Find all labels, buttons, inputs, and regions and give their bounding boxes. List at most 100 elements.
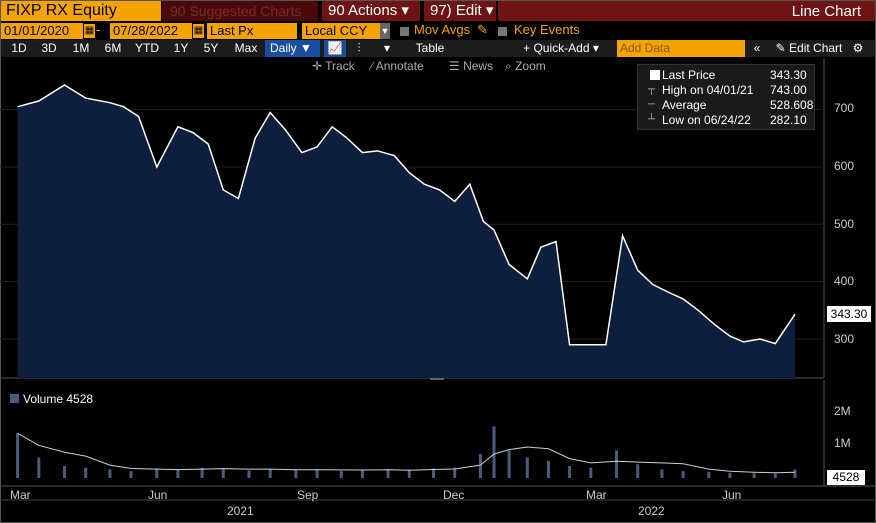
end-date-field[interactable]: 07/28/2022 — [110, 23, 192, 39]
range-1d[interactable]: 1D — [11, 41, 27, 55]
calendar-icon[interactable]: ▦ — [84, 24, 95, 38]
gear-icon[interactable]: ⚙ — [852, 41, 864, 55]
volume-last-tag: 4528 — [827, 470, 865, 485]
volume-bar — [221, 469, 225, 478]
range-3d[interactable]: 3D — [41, 41, 57, 55]
volume-bar — [453, 467, 457, 478]
currency-selector[interactable]: Local CCY — [302, 23, 380, 39]
volume-bar — [108, 469, 112, 478]
volume-legend-label: Volume 4528 — [23, 392, 94, 406]
volume-bar — [492, 426, 496, 478]
chart-legend: Last Price 343.30 ┬ High on 04/01/21 743… — [637, 64, 815, 130]
x-year-2022: 2022 — [638, 504, 665, 518]
range-max[interactable]: Max — [234, 41, 258, 55]
last-price-swatch — [650, 70, 660, 80]
range-5y[interactable]: 5Y — [203, 41, 219, 55]
period-selector[interactable]: Daily ▼ — [265, 40, 320, 57]
annotate-label: Annotate — [375, 59, 424, 73]
legend-low-value: 282.10 — [770, 113, 807, 127]
volume-bar — [707, 471, 711, 478]
volume-bar — [636, 464, 640, 478]
edit-chart-label: Edit Chart — [789, 41, 843, 55]
period-label: Daily — [270, 41, 297, 55]
volume-bar — [84, 467, 88, 478]
volume-legend: Volume 4528 — [10, 392, 93, 406]
vol-tick-2m: 2M — [834, 404, 851, 418]
volume-average-line — [17, 432, 796, 474]
volume-bar — [432, 468, 435, 478]
annotate-tool[interactable]: ⁄ Annotate — [371, 59, 424, 73]
news-tool[interactable]: ☰ News — [449, 59, 494, 73]
range-1y[interactable]: 1Y — [173, 41, 189, 55]
x-tick-sep-2021: Sep — [297, 488, 319, 502]
zoom-tool[interactable]: ⌕ Zoom — [505, 59, 546, 73]
y-tick-400: 400 — [834, 274, 855, 288]
volume-bar — [63, 466, 66, 478]
mov-avgs-checkbox[interactable] — [400, 27, 409, 36]
start-date-field[interactable]: 01/01/2020 — [1, 23, 83, 39]
table-button[interactable]: Table — [415, 41, 445, 55]
last-price-tag: 343.30 — [827, 306, 871, 322]
x-tick-mar-2022: Mar — [586, 488, 607, 502]
suggested-charts-button[interactable]: 90 Suggested Charts — [162, 1, 318, 21]
vol-tick-1m: 1M — [834, 436, 851, 450]
track-label: Track — [325, 59, 355, 73]
key-events-checkbox[interactable] — [498, 27, 507, 36]
range-1m[interactable]: 1M — [72, 41, 90, 55]
mov-avgs-label: Mov Avgs — [414, 22, 471, 37]
volume-bar — [728, 472, 732, 478]
range-ytd[interactable]: YTD — [135, 41, 159, 55]
volume-bar — [268, 469, 272, 478]
x-tick-jun-2022: Jun — [722, 488, 742, 502]
volume-bar — [589, 467, 593, 478]
collapse-icon[interactable]: « — [753, 41, 761, 55]
y-tick-600: 600 — [834, 159, 855, 173]
track-tool[interactable]: ✛ Track — [312, 59, 355, 73]
date-separator: - — [96, 22, 101, 37]
volume-bar — [176, 469, 180, 478]
volume-bar — [507, 450, 511, 478]
zoom-label: Zoom — [515, 59, 546, 73]
volume-bar — [615, 450, 618, 478]
volume-swatch — [10, 394, 19, 403]
volume-bar — [155, 468, 159, 478]
volume-bar — [773, 473, 777, 478]
calendar-icon[interactable]: ▦ — [193, 24, 204, 38]
legend-last-price-value: 343.30 — [770, 68, 807, 82]
volume-bar — [793, 469, 797, 478]
x-tick-mar-2021: Mar — [10, 488, 31, 502]
bar-chart-icon[interactable]: ⫶ — [357, 41, 361, 55]
chevron-down-icon: ▼ — [300, 41, 312, 55]
volume-bar — [37, 457, 41, 478]
edit-label: 97) Edit — [430, 2, 482, 19]
y-tick-300: 300 — [834, 332, 855, 346]
edit-chart-button[interactable]: ✎ Edit Chart — [775, 41, 843, 55]
quick-add-label: + Quick-Add — [523, 41, 590, 55]
pencil-icon[interactable]: ✎ — [477, 22, 488, 37]
y-tick-500: 500 — [834, 217, 855, 231]
chevron-down-icon[interactable]: ▾ — [383, 41, 391, 55]
line-chart-icon[interactable]: 📈 — [324, 40, 346, 57]
volume-bar — [407, 470, 411, 478]
actions-menu[interactable]: 90 Actions ▾ — [322, 1, 420, 21]
chevron-down-icon[interactable]: ▼ — [380, 23, 390, 39]
volume-bar — [16, 433, 20, 478]
volume-bar — [660, 469, 664, 478]
legend-low-label: Low on 06/24/22 — [662, 113, 751, 127]
price-area — [17, 85, 796, 378]
price-line — [17, 84, 796, 346]
field-selector[interactable]: Last Px — [207, 23, 297, 39]
legend-last-price-label: Last Price — [662, 68, 716, 82]
volume-bar — [568, 466, 572, 478]
range-6m[interactable]: 6M — [104, 41, 122, 55]
volume-bar — [386, 469, 390, 478]
edit-menu[interactable]: 97) Edit ▾ — [424, 1, 496, 21]
volume-bar — [478, 453, 482, 478]
add-data-input[interactable]: Add Data — [617, 40, 745, 57]
quick-add-button[interactable]: + Quick-Add ▾ — [523, 41, 599, 55]
legend-high-label: High on 04/01/21 — [662, 83, 754, 97]
title-bar: Line Chart — [498, 1, 875, 21]
y-tick-700: 700 — [834, 101, 855, 115]
ticker-field[interactable]: FIXP RX Equity — [1, 1, 161, 21]
